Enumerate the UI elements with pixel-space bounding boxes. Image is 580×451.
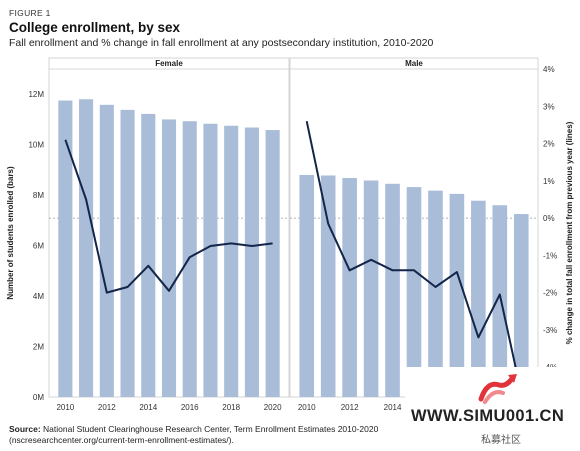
x-tick-label-female: 2014 — [139, 403, 157, 412]
pct-change-line-female — [64, 139, 273, 294]
bar-female-2016 — [182, 121, 197, 397]
bar-male-2018 — [471, 200, 486, 397]
bar-male-2015 — [406, 187, 422, 397]
bar-male-2012 — [342, 177, 357, 397]
figure-label: FIGURE 1 — [9, 8, 51, 18]
chart-title: College enrollment, by sex — [9, 20, 181, 35]
bar-male-2016 — [428, 190, 443, 397]
bar-male-2014 — [385, 183, 400, 397]
x-tick-label-male: 2010 — [298, 403, 316, 412]
bar-female-2012 — [99, 104, 114, 397]
y-left-tick-label: 4M — [33, 292, 44, 301]
x-tick-label-female: 2018 — [222, 403, 240, 412]
bar-male-2010 — [299, 174, 315, 397]
watermark: WWW.SIMU001.CN 私募社区 — [405, 367, 580, 451]
y-right-tick-label: 2% — [543, 140, 555, 149]
bar-male-2017 — [449, 193, 465, 397]
bar-female-2019 — [244, 127, 259, 397]
y-right-tick-label: 4% — [543, 65, 555, 74]
x-tick-label-female: 2016 — [181, 403, 199, 412]
y-right-axis-title: % change in total fall enrollment from p… — [565, 121, 574, 344]
y-right-tick-label: 0% — [543, 214, 555, 223]
bar-female-2018 — [224, 125, 239, 398]
source-note: Source: National Student Clearinghouse R… — [9, 424, 409, 446]
bar-female-2020 — [265, 130, 280, 397]
watermark-cn: 私募社区 — [481, 435, 521, 446]
y-right-tick-label: -1% — [543, 251, 557, 260]
x-tick-label-female: 2012 — [98, 403, 116, 412]
bar-female-2013 — [120, 109, 135, 398]
y-left-tick-label: 12M — [28, 90, 44, 99]
watermark-logo-icon — [478, 374, 517, 404]
source-label: Source: — [9, 424, 41, 434]
panel-title-male: Male — [405, 59, 423, 68]
y-right-tick-label: 1% — [543, 177, 555, 186]
y-right-tick-label: -2% — [543, 289, 557, 298]
y-right-tick-label: -3% — [543, 326, 557, 335]
bar-female-2011 — [79, 99, 94, 398]
bar-female-2014 — [141, 113, 156, 397]
bar-male-2011 — [320, 175, 336, 397]
y-left-tick-label: 6M — [33, 242, 44, 251]
pct-change-line-male — [305, 120, 523, 394]
y-left-tick-label: 0M — [33, 393, 44, 402]
y-left-tick-label: 2M — [33, 343, 44, 352]
x-tick-label-female: 2010 — [56, 403, 74, 412]
bar-female-2010 — [58, 100, 73, 398]
bar-male-2019 — [492, 205, 508, 397]
bar-male-2020 — [513, 214, 529, 397]
bar-female-2015 — [161, 119, 177, 397]
chart-subtitle: Fall enrollment and % change in fall enr… — [9, 37, 434, 49]
y-left-tick-label: 8M — [33, 191, 44, 200]
y-left-tick-label: 10M — [28, 141, 44, 150]
source-url: (nscresearchcenter.org/current-term-enro… — [9, 435, 234, 445]
x-tick-label-male: 2014 — [384, 403, 402, 412]
panel-title-female: Female — [155, 59, 183, 68]
x-tick-label-male: 2012 — [341, 403, 359, 412]
source-text: National Student Clearinghouse Research … — [43, 424, 379, 434]
bar-male-2013 — [363, 180, 379, 397]
y-left-axis-title: Number of students enrolled (bars) — [6, 166, 15, 300]
y-right-tick-label: 3% — [543, 102, 555, 111]
bar-female-2017 — [203, 123, 218, 398]
watermark-url: WWW.SIMU001.CN — [411, 407, 565, 425]
x-tick-label-female: 2020 — [264, 403, 282, 412]
